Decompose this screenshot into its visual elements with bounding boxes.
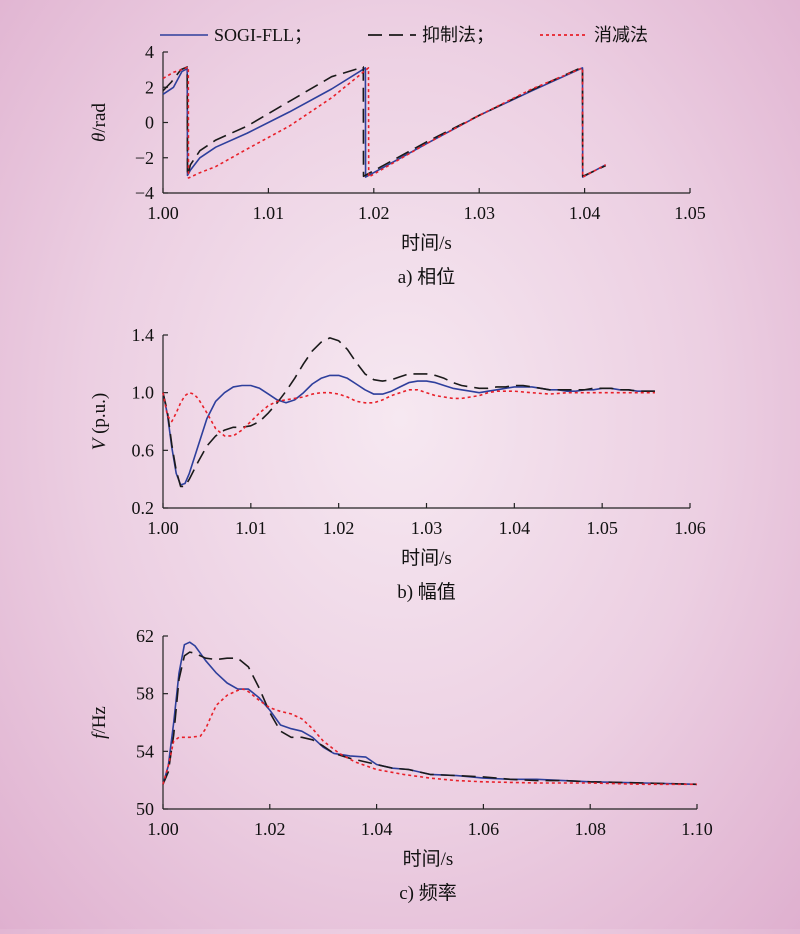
y-tick-label: −2 <box>135 148 154 168</box>
y-tick-label: 1.4 <box>132 325 155 345</box>
x-tick-label: 1.08 <box>574 819 606 839</box>
series-line-1 <box>162 66 607 178</box>
y-tick-label: 1.0 <box>132 383 155 403</box>
x-axis-label: 时间/s <box>401 232 452 254</box>
x-tick-label: 1.06 <box>468 819 500 839</box>
x-tick-label: 1.05 <box>674 203 706 223</box>
x-tick-label: 1.04 <box>569 203 601 223</box>
x-tick-label: 1.02 <box>323 518 355 538</box>
x-tick-label: 1.03 <box>411 518 443 538</box>
y-tick-label: 50 <box>136 799 154 819</box>
x-tick-label: 1.04 <box>499 518 531 538</box>
x-tick-label: 1.10 <box>681 819 713 839</box>
x-tick-label: 1.02 <box>358 203 390 223</box>
x-tick-label: 1.00 <box>147 518 179 538</box>
x-tick-label: 1.05 <box>586 518 618 538</box>
panel-amplitude: 1.00 1.01 1.02 1.03 1.04 1.05 1.06 0.2 0.6 1.0 1.4… <box>89 325 706 603</box>
x-axis-label: 时间/s <box>403 848 454 870</box>
x-tick-label: 1.00 <box>147 203 179 223</box>
legend: SOGI-FLL； 抑制法； 消减法 <box>160 25 648 45</box>
x-tick-label: 1.00 <box>147 819 179 839</box>
y-tick-label: 0 <box>145 113 154 133</box>
y-tick-label: 0.6 <box>132 440 155 460</box>
panel-frequency: 1.00 1.02 1.04 1.06 1.08 1.10 50 54 58 62 f/Hz 时间/s… <box>89 626 713 904</box>
series-line-1 <box>162 337 655 488</box>
series-line-2 <box>162 66 607 179</box>
panel-caption: b) 幅值 <box>397 581 456 603</box>
series-line-1 <box>162 651 698 786</box>
x-tick-label: 1.02 <box>254 819 286 839</box>
y-tick-label: −4 <box>135 183 154 203</box>
y-tick-label: 0.2 <box>132 498 155 518</box>
y-tick-label: 62 <box>136 626 154 646</box>
panel-caption: a) 相位 <box>398 266 456 288</box>
y-tick-label: 58 <box>136 684 154 704</box>
legend-label-2: 消减法 <box>594 25 648 45</box>
panel-caption: c) 频率 <box>399 882 457 904</box>
y-tick-label: 2 <box>145 77 154 97</box>
series-line-0 <box>162 67 607 178</box>
y-axis-label: V (p.u.) <box>89 393 110 451</box>
x-tick-label: 1.01 <box>235 518 267 538</box>
x-axis-label: 时间/s <box>401 547 452 569</box>
series-line-0 <box>162 374 655 486</box>
x-tick-label: 1.04 <box>361 819 393 839</box>
series-line-2 <box>162 688 697 786</box>
y-axis-label: f/Hz <box>89 706 110 739</box>
y-tick-label: 4 <box>145 42 154 62</box>
y-axis-label: θ/rad <box>89 103 110 142</box>
x-tick-label: 1.01 <box>253 203 285 223</box>
series-line-2 <box>162 389 655 437</box>
x-tick-label: 1.06 <box>674 518 706 538</box>
y-tick-label: 54 <box>136 741 154 761</box>
legend-label-1: 抑制法； <box>422 25 494 45</box>
panel-phase: 1.00 1.01 1.02 1.03 1.04 1.05 −4 −2 0 2 4 θ/rad 时间/s… <box>89 42 706 288</box>
legend-label-0: SOGI-FLL； <box>214 25 312 45</box>
x-tick-label: 1.03 <box>463 203 495 223</box>
